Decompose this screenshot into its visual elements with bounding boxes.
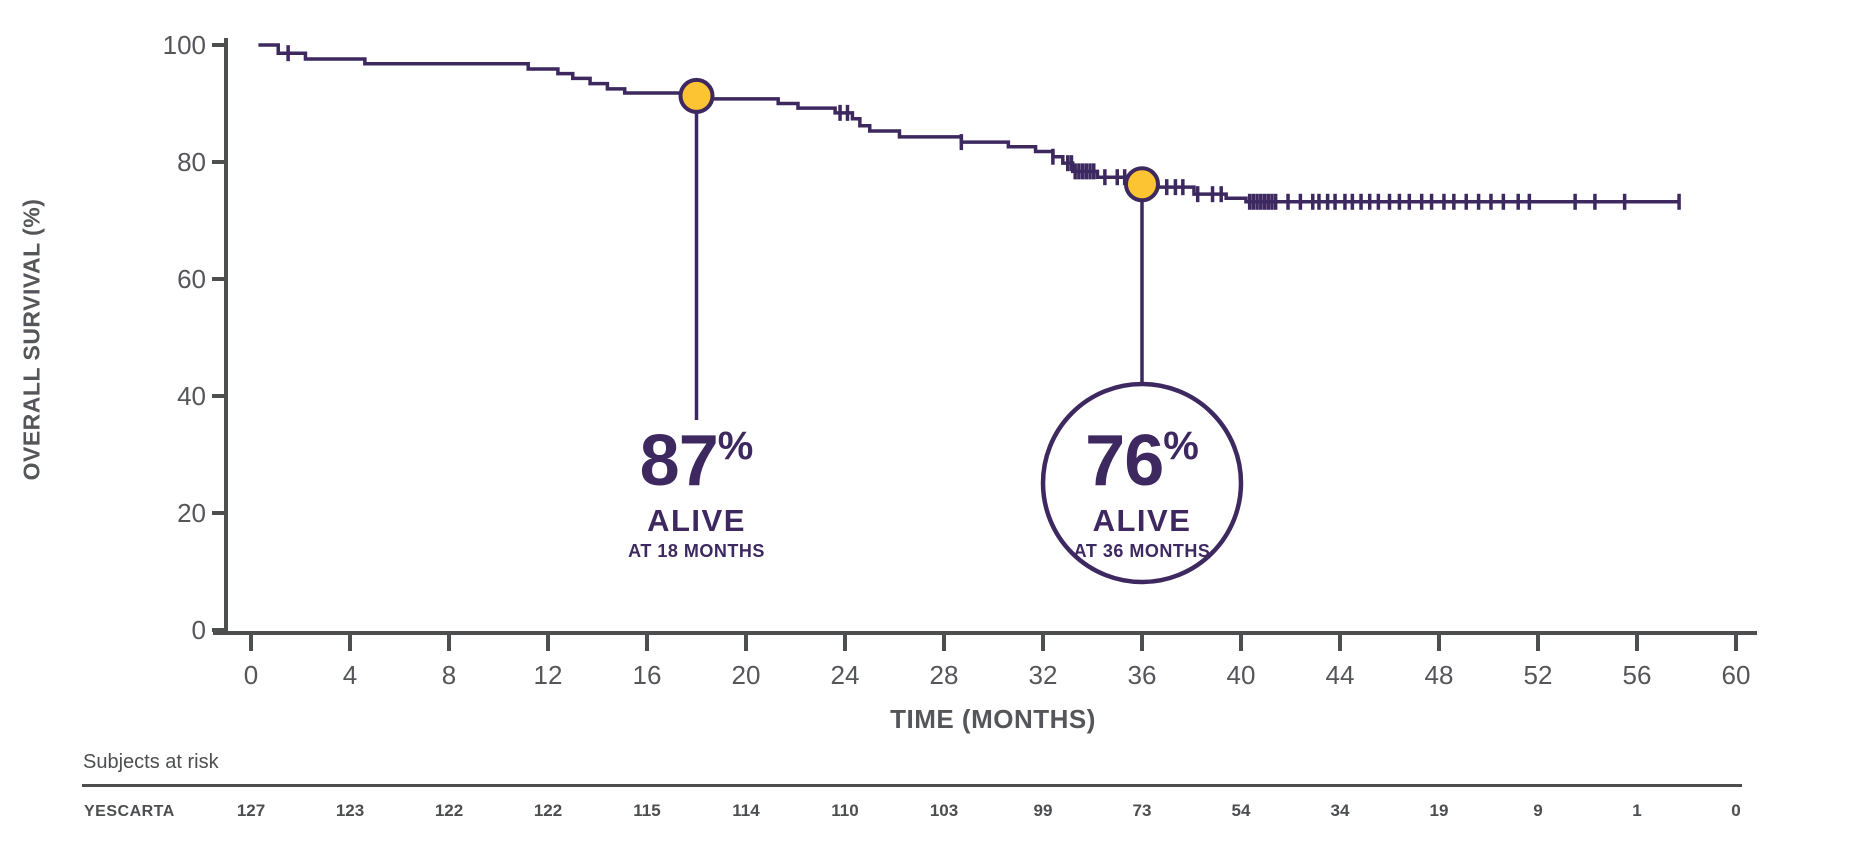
risk-value: 19 — [1429, 801, 1449, 820]
risk-value: 122 — [533, 801, 563, 820]
callout-36-percent: 76 — [1085, 421, 1164, 501]
risk-value: 1 — [1632, 801, 1642, 820]
curve-marker-dot — [678, 77, 715, 114]
risk-value: 127 — [236, 801, 266, 820]
x-tick-label: 16 — [632, 660, 662, 690]
x-axis-title: TIME (MONTHS) — [890, 704, 1096, 734]
risk-value: 0 — [1731, 801, 1741, 820]
risk-value: 34 — [1330, 801, 1350, 820]
risk-value: 110 — [831, 801, 859, 820]
x-tick-label: 36 — [1127, 660, 1157, 690]
x-tick-label: 52 — [1523, 660, 1553, 690]
y-axis-title: OVERALL SURVIVAL (%) — [18, 198, 45, 481]
x-tick-label: 40 — [1226, 660, 1256, 690]
callout-36-alive-label: ALIVE — [1092, 503, 1192, 538]
percent-sign: % — [1163, 424, 1199, 468]
x-tick-label: 20 — [731, 660, 761, 690]
y-tick-label: 0 — [191, 615, 206, 645]
x-tick-label: 12 — [533, 660, 563, 690]
risk-value: 122 — [434, 801, 464, 820]
y-tick-label: 100 — [162, 30, 206, 60]
callout-18-alive-label: ALIVE — [647, 503, 746, 538]
x-tick-label: 24 — [830, 660, 860, 690]
percent-sign: % — [717, 424, 754, 468]
risk-value: 103 — [929, 801, 959, 820]
risk-value: 73 — [1132, 801, 1152, 820]
risk-value: 115 — [633, 801, 661, 820]
risk-value: 114 — [732, 801, 760, 820]
risk-table-divider — [82, 784, 1742, 787]
risk-table-header: Subjects at risk — [83, 751, 219, 773]
callout-18-value: 87% — [577, 425, 817, 497]
y-tick-label: 20 — [177, 498, 206, 528]
risk-value: 9 — [1533, 801, 1543, 820]
x-tick-label: 60 — [1721, 660, 1751, 690]
y-tick-label: 40 — [177, 381, 206, 411]
y-tick-label: 80 — [177, 147, 206, 177]
y-tick-label: 60 — [177, 264, 206, 294]
callout-36-sub-label: AT 36 MONTHS — [1073, 541, 1211, 561]
risk-value: 123 — [335, 801, 365, 820]
x-tick-label: 0 — [243, 660, 259, 690]
x-tick-label: 8 — [441, 660, 457, 690]
callout-circle-badge — [1040, 381, 1244, 585]
callout-18-months: 87% ALIVE AT 18 MONTHS — [577, 425, 817, 560]
risk-row-label: YESCARTA — [84, 803, 175, 820]
survival-curve — [258, 43, 1680, 204]
callout-36-months: 76% ALIVE AT 36 MONTHS — [1022, 425, 1262, 560]
x-tick-label: 32 — [1028, 660, 1058, 690]
risk-value: 99 — [1033, 801, 1053, 820]
x-tick-label: 28 — [929, 660, 959, 690]
callout-18-percent: 87 — [639, 421, 719, 501]
x-tick-label: 56 — [1622, 660, 1652, 690]
callout-36-value: 76% — [1022, 425, 1262, 497]
x-tick-label: 4 — [342, 660, 358, 690]
curve-marker-dot — [1124, 166, 1160, 203]
callout-18-sub-label: AT 18 MONTHS — [628, 541, 765, 561]
x-tick-label: 44 — [1325, 660, 1355, 690]
x-tick-label: 48 — [1424, 660, 1454, 690]
risk-value: 54 — [1231, 801, 1251, 820]
